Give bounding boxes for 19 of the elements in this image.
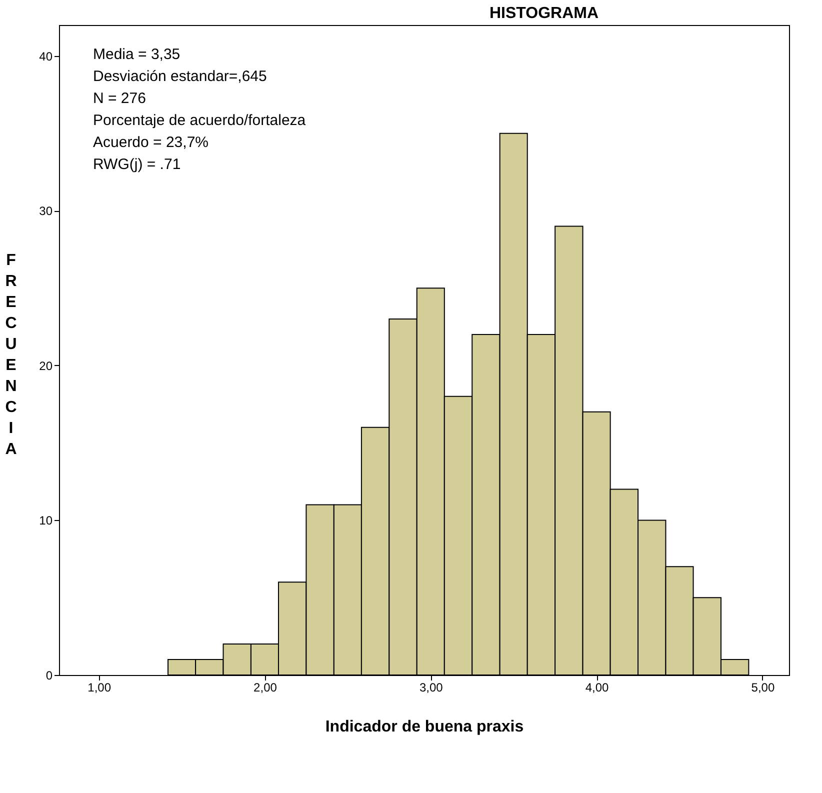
y-tick-label: 20 — [39, 358, 53, 373]
annotation: Acuerdo = 23,7% — [93, 134, 208, 151]
annotation: RWG(j) = .71 — [93, 156, 181, 173]
annotation: N = 276 — [93, 90, 146, 107]
x-tick-label: 4,00 — [585, 680, 610, 694]
x-tick-label: 1,00 — [88, 680, 112, 694]
y-tick-label: 10 — [39, 514, 53, 528]
x-axis-title: Indicador de buena praxis — [325, 718, 524, 736]
x-tick-label: 5,00 — [751, 680, 775, 694]
x-tick-label: 3,00 — [419, 680, 444, 694]
annotation: Desviación estandar=,645 — [93, 68, 267, 85]
x-tick-label: 2,00 — [254, 680, 278, 694]
chart-title: HISTOGRAMA — [489, 5, 599, 22]
text: FRECUENCIA — [5, 252, 17, 458]
y-tick-label: 40 — [39, 49, 53, 64]
y-tick-label: 0 — [46, 668, 53, 682]
annotation: Porcentaje de acuerdo/fortaleza — [93, 112, 306, 129]
annotation: Media = 3,35 — [93, 46, 180, 63]
y-tick-label: 30 — [39, 204, 53, 218]
